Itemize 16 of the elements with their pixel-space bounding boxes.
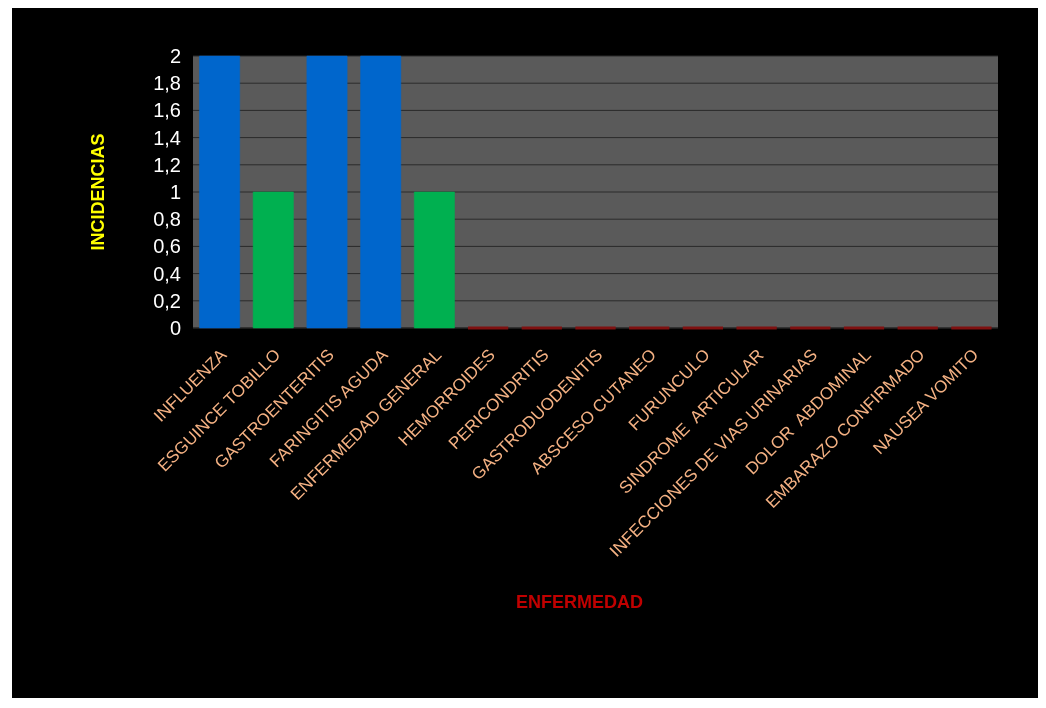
- y-tick-label: 0,6: [153, 235, 181, 258]
- y-tick-label: 0: [169, 317, 181, 339]
- y-tick-label: 2: [169, 45, 181, 67]
- y-tick-label: 1: [169, 181, 181, 203]
- y-tick-label: 0,2: [153, 289, 181, 312]
- y-tick-label: 1,8: [153, 72, 181, 95]
- y-axis-title: INCIDENCIAS: [88, 133, 108, 251]
- y-tick-label: 0,8: [153, 208, 181, 231]
- y-tick-label: 1,2: [153, 153, 181, 176]
- y-tick-label: 1,4: [153, 126, 181, 149]
- x-axis-title: ENFERMEDAD: [515, 592, 644, 612]
- bar: [252, 191, 294, 329]
- bar: [306, 55, 348, 329]
- y-tick-label: 0,4: [153, 262, 181, 285]
- bar: [360, 55, 402, 329]
- y-tick-label: 1,6: [153, 99, 181, 122]
